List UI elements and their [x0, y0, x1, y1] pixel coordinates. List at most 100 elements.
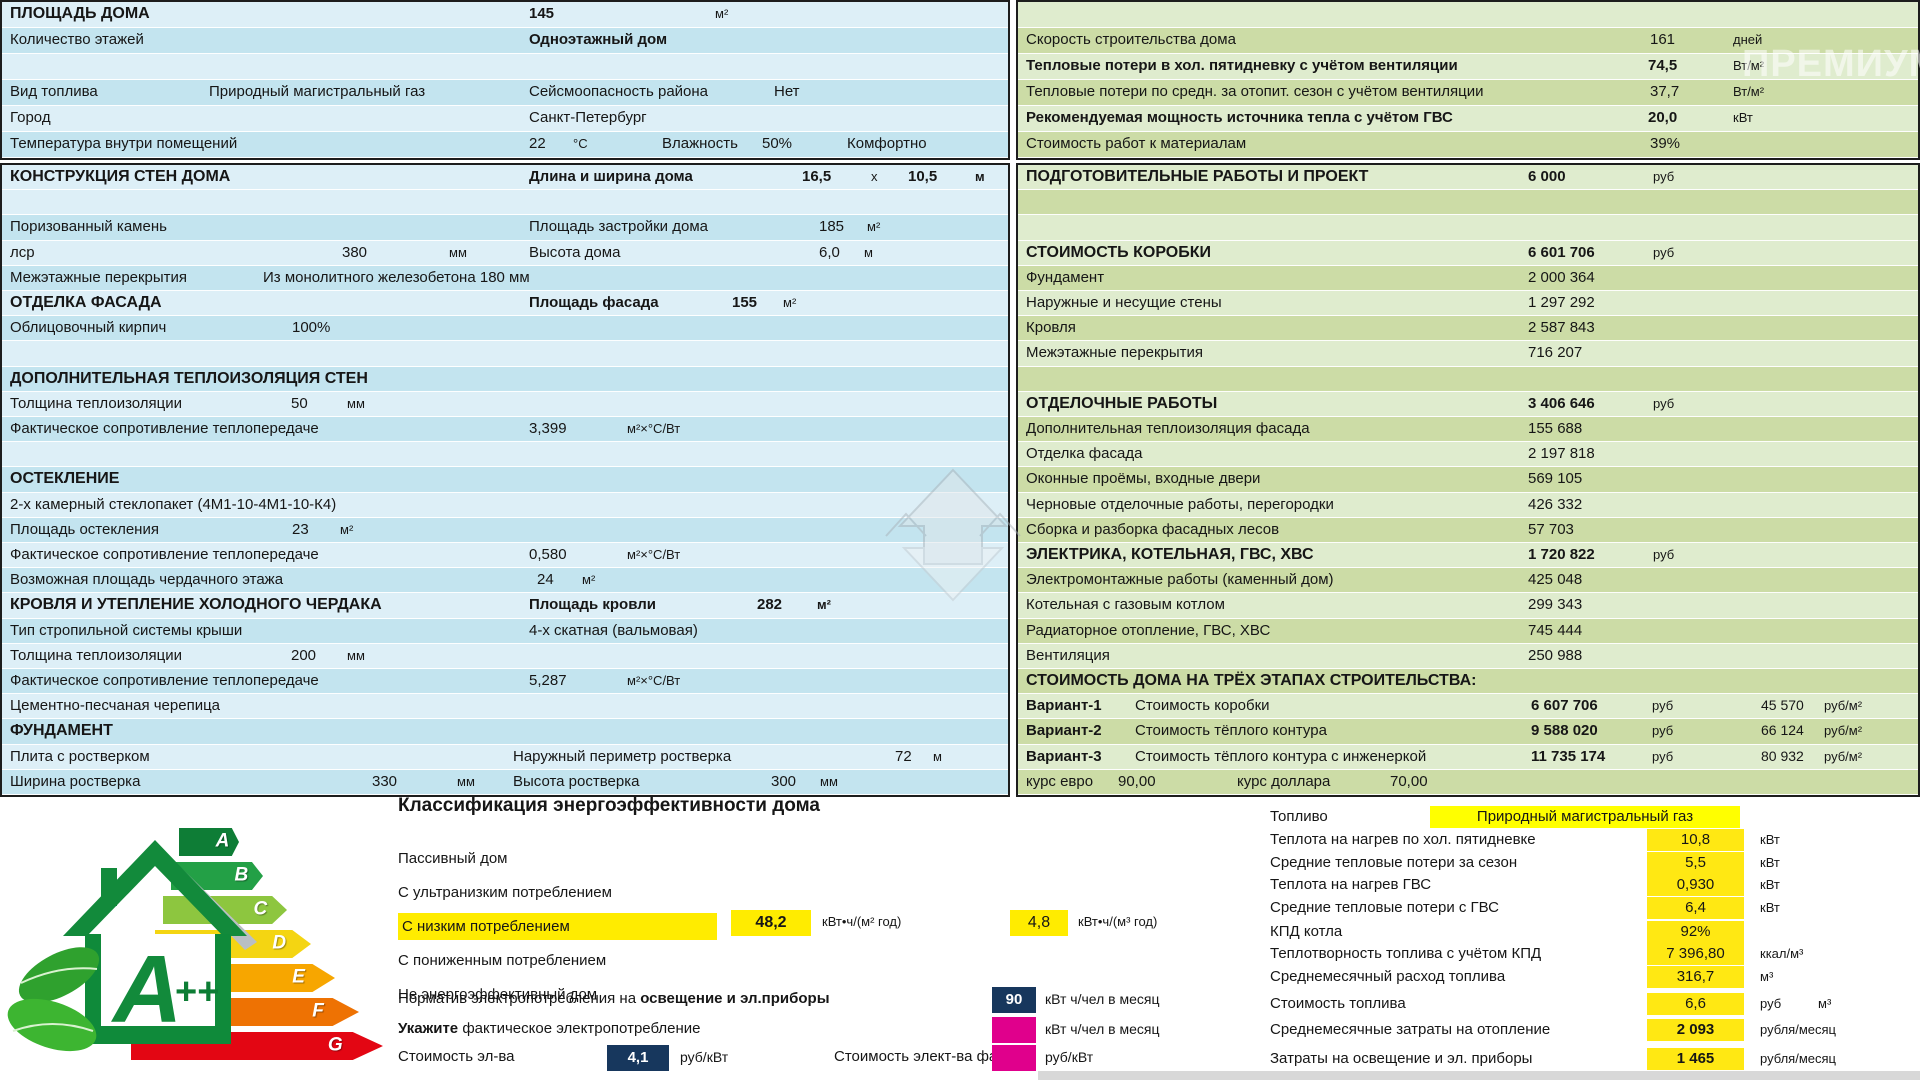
table-row: Черновые отделочные работы, перегородки 4…	[1018, 492, 1918, 518]
table-row: Количество этажей Одноэтажный дом	[2, 28, 1008, 54]
dollar-rate-value[interactable]: 70,00	[1390, 772, 1428, 790]
cell-text: 45 570	[1761, 697, 1804, 714]
table-row: Сборка и разборка фасадных лесов 57 703	[1018, 517, 1918, 543]
house-length-value[interactable]: 16,5	[802, 168, 832, 185]
table-row: Цементно-песчаная черепица	[2, 694, 1008, 720]
cell-text: 24	[537, 571, 554, 589]
table-row: Фундамент 2 000 364	[1018, 265, 1918, 291]
cell-text: курс доллара	[1237, 772, 1331, 790]
table-row: Оконные проёмы, входные двери 569 105	[1018, 467, 1918, 493]
humidity-value[interactable]: 50%	[762, 135, 793, 152]
costs-panel: ПОДГОТОВИТЕЛЬНЫЕ РАБОТЫ И ПРОЕКТ 6 000 руб…	[1016, 163, 1920, 797]
cell-text: м²×°С/Вт	[627, 421, 681, 436]
fuel-label: Затраты на освещение и эл. приборы	[1270, 1050, 1533, 1067]
cell-text: Стоимость тёплого контура	[1135, 722, 1327, 740]
floors-select[interactable]: Одноэтажный дом	[529, 31, 668, 48]
cell-text: Стоимость коробки	[1135, 697, 1270, 715]
cell-text: 74,5	[1648, 57, 1678, 74]
energy-class-item[interactable]: С низким потреблением	[398, 913, 717, 940]
cell-text: Вариант-2	[1026, 722, 1102, 740]
house-area-value[interactable]: 145	[529, 5, 555, 22]
fact-label-bold: Укажите	[398, 1020, 459, 1037]
bottom-divider	[1038, 1071, 1920, 1080]
fuel-value-cell[interactable]: 6,6	[1647, 993, 1744, 1015]
norm-value-cell[interactable]: 90	[992, 987, 1036, 1013]
table-row: КОНСТРУКЦИЯ СТЕН ДОМА Длина и ширина дома…	[2, 165, 1008, 191]
table-row: Толщина теплоизоляции 50 мм	[2, 391, 1008, 417]
cell-text: ОТДЕЛКА ФАСАДА	[10, 294, 162, 311]
table-row: Наружные и несущие стены 1 297 292	[1018, 291, 1918, 317]
glazing-area-value[interactable]: 23	[292, 520, 309, 538]
energy-per-m2-value: 48,2	[731, 910, 811, 936]
city-select[interactable]: Санкт-Петербург	[529, 109, 647, 126]
cell-text: Кровля	[1026, 319, 1076, 337]
cell-text: ОТДЕЛОЧНЫЕ РАБОТЫ	[1026, 394, 1218, 412]
glazing-type-select[interactable]: 2-х камерный стеклопакет (4М1-10-4М1-10-…	[10, 495, 337, 513]
cell-text: Скорость строительства дома	[1026, 31, 1236, 48]
fuel-value-cell: 2 093	[1647, 1019, 1744, 1041]
cell-text[interactable]: 100%	[292, 319, 331, 337]
cell-text: Фактическое сопротивление теплопередаче	[10, 546, 319, 563]
cell-text: 425 048	[1528, 571, 1583, 589]
roofing-material-select[interactable]: Цементно-песчаная черепица	[10, 697, 221, 715]
table-row: ОСТЕКЛЕНИЕ	[2, 467, 1008, 493]
cell-text[interactable]: 300	[771, 772, 797, 790]
cell-text: Сейсмоопасность района	[529, 83, 709, 100]
cell-text: 2 000 364	[1528, 268, 1595, 286]
fuel-value-cell: 10,8	[1647, 829, 1744, 851]
table-row: Температура внутри помещений 22 °С Влажност…	[2, 132, 1008, 158]
svg-text:A: A	[111, 936, 182, 1043]
fuel-type-select[interactable]: Природный магистральный газ	[1430, 806, 1740, 828]
roof-type-select[interactable]: 4-х скатная (вальмовая)	[529, 621, 698, 639]
table-row: Вариант-3 Стоимость тёплого контура с инж…	[1018, 744, 1918, 770]
cell-text: Фактическое сопротивление теплопередаче	[10, 672, 319, 689]
house-width-value[interactable]: 10,5	[908, 168, 938, 185]
price-fact-unit: руб/кВт	[1045, 1049, 1094, 1065]
fact-value-cell[interactable]	[992, 1017, 1036, 1043]
price-value-cell[interactable]: 4,1	[607, 1045, 669, 1071]
indoor-temp-value[interactable]: 22	[529, 135, 546, 152]
fuel-label: Средние тепловые потери за сезон	[1270, 854, 1518, 871]
cell-text: ПЛОЩАДЬ ДОМА	[10, 5, 150, 22]
table-row: Фактическое сопротивление теплопередаче 5…	[2, 669, 1008, 695]
cell-text: Фактическое сопротивление теплопередаче	[10, 420, 319, 437]
cell-text: Отделка фасада	[1026, 445, 1143, 463]
cell-text: x	[871, 169, 878, 184]
seismic-select[interactable]: Нет	[774, 83, 800, 100]
cell-text: 155	[732, 294, 758, 311]
cell-text: м²	[783, 295, 797, 310]
cell-text: 11 735 174	[1531, 747, 1606, 765]
cell-text: лср	[10, 243, 35, 261]
cell-text: руб	[1653, 244, 1675, 260]
table-row: СТОИМОСТЬ ДОМА НА ТРЁХ ЭТАПАХ СТРОИТЕЛЬС…	[1018, 669, 1918, 695]
cell-text: 6 607 706	[1531, 697, 1598, 715]
wall-insulation-value[interactable]: 50	[291, 394, 308, 412]
cell-text: 155 688	[1528, 420, 1583, 437]
cell-text: 9 588 020	[1531, 722, 1598, 740]
price-fact-value-cell[interactable]	[992, 1045, 1036, 1071]
foundation-type-select[interactable]: Плита с ростверком	[10, 747, 150, 765]
table-row: ОТДЕЛКА ФАСАДА Площадь фасада 155 м²	[2, 291, 1008, 317]
cell-text: руб	[1653, 547, 1675, 562]
cell-text: руб/м²	[1824, 698, 1863, 714]
cell-text: Фундамент	[1026, 268, 1105, 286]
wall-thickness-value[interactable]: 380	[342, 243, 368, 261]
table-row: ДОПОЛНИТЕЛЬНАЯ ТЕПЛОИЗОЛЯЦИЯ СТЕН	[2, 366, 1008, 392]
table-row: ФУНДАМЕНТ	[2, 719, 1008, 745]
table-row: КРОВЛЯ И УТЕПЛЕНИЕ ХОЛОДНОГО ЧЕРДАКА Площ…	[2, 593, 1008, 619]
energy-per-m3-unit: кВт•ч/(м³ год)	[1078, 914, 1158, 929]
energy-bar-c: C	[163, 896, 287, 924]
cell-text: 80 932	[1761, 747, 1804, 764]
fuel-type-select[interactable]: Природный магистральный газ	[209, 83, 426, 100]
facade-material-select[interactable]: Облицовочный кирпич	[10, 319, 167, 337]
slab-type-select[interactable]: Из монолитного железобетона 180 мм	[263, 268, 530, 286]
roof-insulation-value[interactable]: 200	[291, 646, 317, 664]
cell-text[interactable]: 330	[372, 772, 398, 790]
table-row	[2, 442, 1008, 468]
euro-rate-value[interactable]: 90,00	[1118, 772, 1156, 790]
cell-text: Вариант-3	[1026, 747, 1102, 765]
fuel-unit: кВт	[1760, 855, 1780, 870]
cell-text: 6 601 706	[1528, 243, 1595, 261]
table-row: Фактическое сопротивление теплопередаче 0…	[2, 543, 1008, 569]
wall-material-select[interactable]: Поризованный камень	[10, 218, 167, 236]
